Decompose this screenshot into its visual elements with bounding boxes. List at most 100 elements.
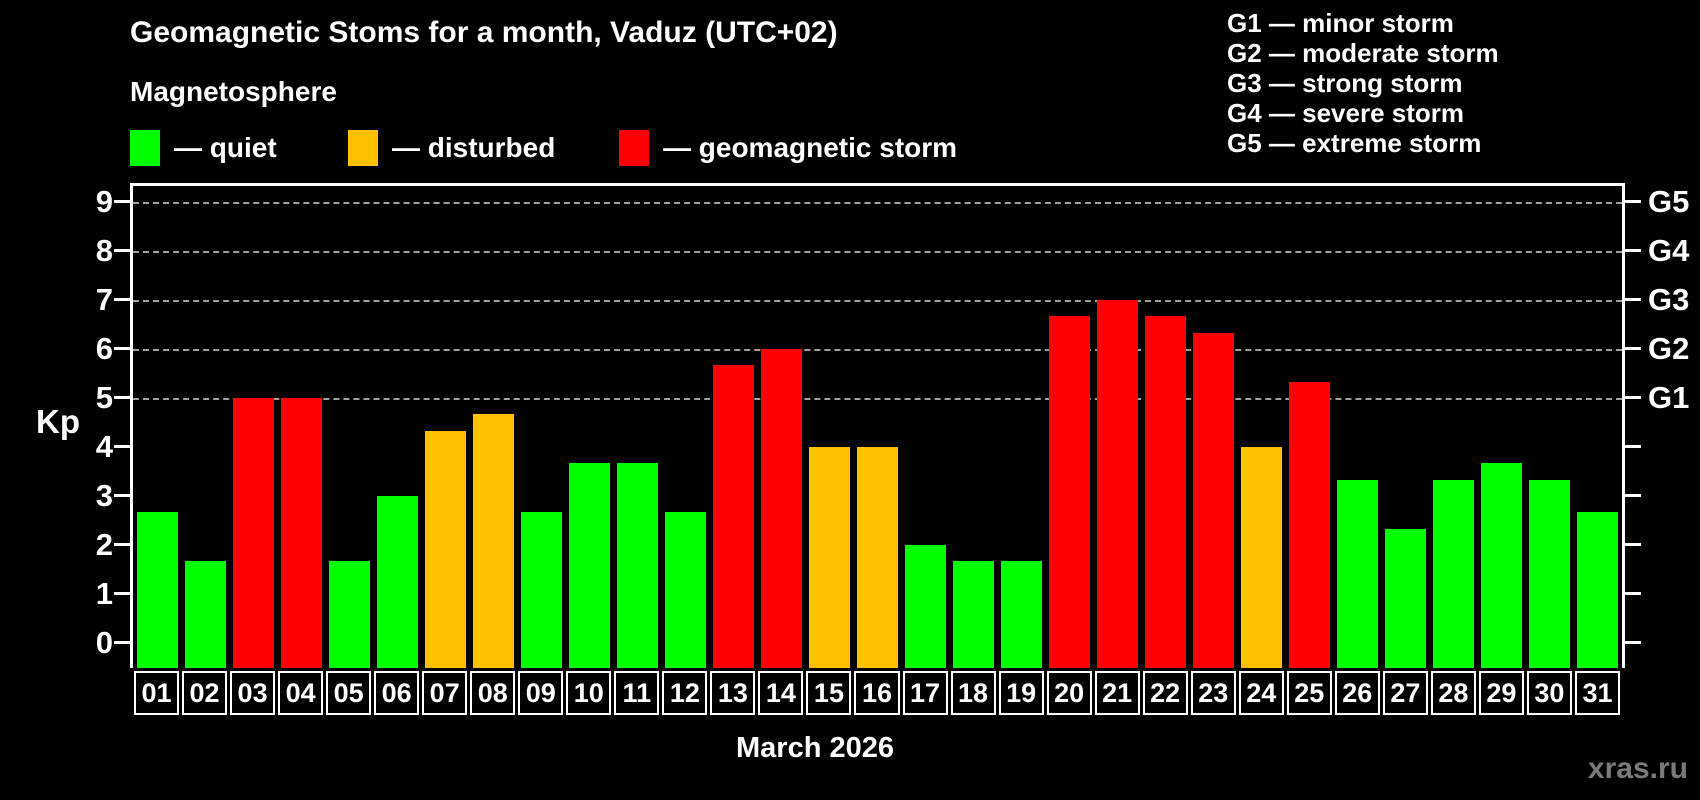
g-tick-4 bbox=[1625, 445, 1641, 448]
bar-day-20 bbox=[1049, 316, 1091, 668]
kp-tick-label-3: 3 bbox=[95, 478, 113, 513]
kp-tick-label-7: 7 bbox=[95, 282, 113, 317]
day-label-12: 12 bbox=[662, 671, 708, 715]
storm-scale-g5: G5 — extreme storm bbox=[1227, 128, 1482, 158]
g-axis-label-g4: G4 bbox=[1648, 233, 1690, 268]
day-label-18: 18 bbox=[950, 671, 996, 715]
bar-day-12 bbox=[664, 512, 706, 668]
kp-tick-label-8: 8 bbox=[95, 233, 113, 268]
kp-tick-3 bbox=[114, 494, 130, 497]
bar-day-24 bbox=[1241, 447, 1283, 668]
day-label-17: 17 bbox=[902, 671, 948, 715]
legend-label-storm: — geomagnetic storm bbox=[663, 132, 958, 163]
legend-label-disturbed: — disturbed bbox=[392, 132, 556, 163]
day-label-23: 23 bbox=[1190, 671, 1236, 715]
kp-tick-1 bbox=[114, 592, 130, 595]
g-tick-0 bbox=[1625, 641, 1641, 644]
day-label-28: 28 bbox=[1430, 671, 1476, 715]
bar-day-26 bbox=[1337, 479, 1379, 668]
day-label-14: 14 bbox=[758, 671, 804, 715]
legend-label-quiet: — quiet bbox=[174, 132, 277, 163]
day-label-04: 04 bbox=[278, 671, 324, 715]
day-label-27: 27 bbox=[1382, 671, 1428, 715]
day-label-29: 29 bbox=[1478, 671, 1524, 715]
g-axis-label-g2: G2 bbox=[1648, 331, 1690, 366]
bar-day-13 bbox=[712, 365, 754, 668]
kp-tick-label-2: 2 bbox=[95, 527, 113, 562]
day-label-19: 19 bbox=[998, 671, 1044, 715]
storm-scale-g3: G3 — strong storm bbox=[1227, 68, 1463, 98]
g-tick-7 bbox=[1625, 298, 1641, 301]
disturbed-color-swatch bbox=[348, 130, 378, 166]
bar-day-19 bbox=[1001, 561, 1043, 668]
gridline-kp6 bbox=[133, 349, 1622, 351]
gridline-kp7 bbox=[133, 300, 1622, 302]
day-label-02: 02 bbox=[182, 671, 228, 715]
day-label-24: 24 bbox=[1238, 671, 1284, 715]
bar-day-09 bbox=[520, 512, 562, 668]
bar-day-11 bbox=[616, 463, 658, 668]
day-label-15: 15 bbox=[806, 671, 852, 715]
kp-tick-4 bbox=[114, 445, 130, 448]
bar-day-10 bbox=[568, 463, 610, 668]
day-label-16: 16 bbox=[854, 671, 900, 715]
storm-color-swatch bbox=[619, 130, 649, 166]
bar-day-06 bbox=[376, 496, 418, 668]
kp-tick-label-6: 6 bbox=[95, 331, 113, 366]
gridline-kp8 bbox=[133, 251, 1622, 253]
day-label-26: 26 bbox=[1334, 671, 1380, 715]
kp-tick-5 bbox=[114, 396, 130, 399]
bar-day-22 bbox=[1145, 316, 1187, 668]
bar-day-15 bbox=[808, 447, 850, 668]
storm-scale-g4: G4 — severe storm bbox=[1227, 98, 1465, 128]
gridline-kp5 bbox=[133, 398, 1622, 400]
watermark: xras.ru bbox=[1587, 752, 1688, 785]
kp-tick-label-1: 1 bbox=[95, 576, 113, 611]
day-label-13: 13 bbox=[710, 671, 756, 715]
legend-item-disturbed: — disturbed bbox=[348, 128, 555, 168]
kp-tick-label-5: 5 bbox=[95, 380, 113, 415]
bar-day-29 bbox=[1481, 463, 1523, 668]
bar-day-02 bbox=[184, 561, 226, 668]
g-axis-label-g3: G3 bbox=[1648, 282, 1690, 317]
magnetosphere-label: Magnetosphere bbox=[130, 76, 337, 107]
g-tick-1 bbox=[1625, 592, 1641, 595]
day-label-10: 10 bbox=[566, 671, 612, 715]
kp-tick-2 bbox=[114, 543, 130, 546]
bar-day-17 bbox=[905, 545, 947, 668]
bar-day-14 bbox=[760, 349, 802, 668]
kp-tick-7 bbox=[114, 298, 130, 301]
bar-day-21 bbox=[1097, 300, 1139, 668]
kp-tick-label-9: 9 bbox=[95, 184, 113, 219]
g-axis-label-g1: G1 bbox=[1648, 380, 1690, 415]
day-label-05: 05 bbox=[326, 671, 372, 715]
legend-item-storm: — geomagnetic storm bbox=[619, 128, 957, 168]
g-tick-2 bbox=[1625, 543, 1641, 546]
bar-day-30 bbox=[1529, 479, 1571, 668]
g-tick-6 bbox=[1625, 347, 1641, 350]
bar-day-01 bbox=[136, 512, 178, 668]
bar-day-31 bbox=[1577, 512, 1619, 668]
day-label-03: 03 bbox=[230, 671, 276, 715]
day-label-20: 20 bbox=[1046, 671, 1092, 715]
legend-item-quiet: — quiet bbox=[130, 128, 277, 168]
kp-tick-9 bbox=[114, 200, 130, 203]
storm-scale-g2: G2 — moderate storm bbox=[1227, 38, 1499, 68]
bar-day-25 bbox=[1289, 381, 1331, 668]
kp-tick-0 bbox=[114, 641, 130, 644]
kp-tick-8 bbox=[114, 249, 130, 252]
storm-scale-legend: G1 — minor storm G2 — moderate storm G3 … bbox=[1227, 8, 1499, 158]
x-axis-title: March 2026 bbox=[736, 732, 894, 764]
day-label-09: 09 bbox=[518, 671, 564, 715]
day-label-21: 21 bbox=[1094, 671, 1140, 715]
day-label-06: 06 bbox=[374, 671, 420, 715]
plot-area bbox=[130, 183, 1625, 668]
day-label-22: 22 bbox=[1142, 671, 1188, 715]
chart-title: Geomagnetic Stoms for a month, Vaduz (UT… bbox=[130, 16, 838, 49]
bar-day-08 bbox=[472, 414, 514, 668]
kp-axis-title: Kp bbox=[36, 403, 80, 440]
g-axis-label-g5: G5 bbox=[1648, 184, 1690, 219]
bar-day-16 bbox=[857, 447, 898, 668]
storm-scale-g1: G1 — minor storm bbox=[1227, 8, 1454, 38]
bar-day-28 bbox=[1433, 479, 1475, 668]
